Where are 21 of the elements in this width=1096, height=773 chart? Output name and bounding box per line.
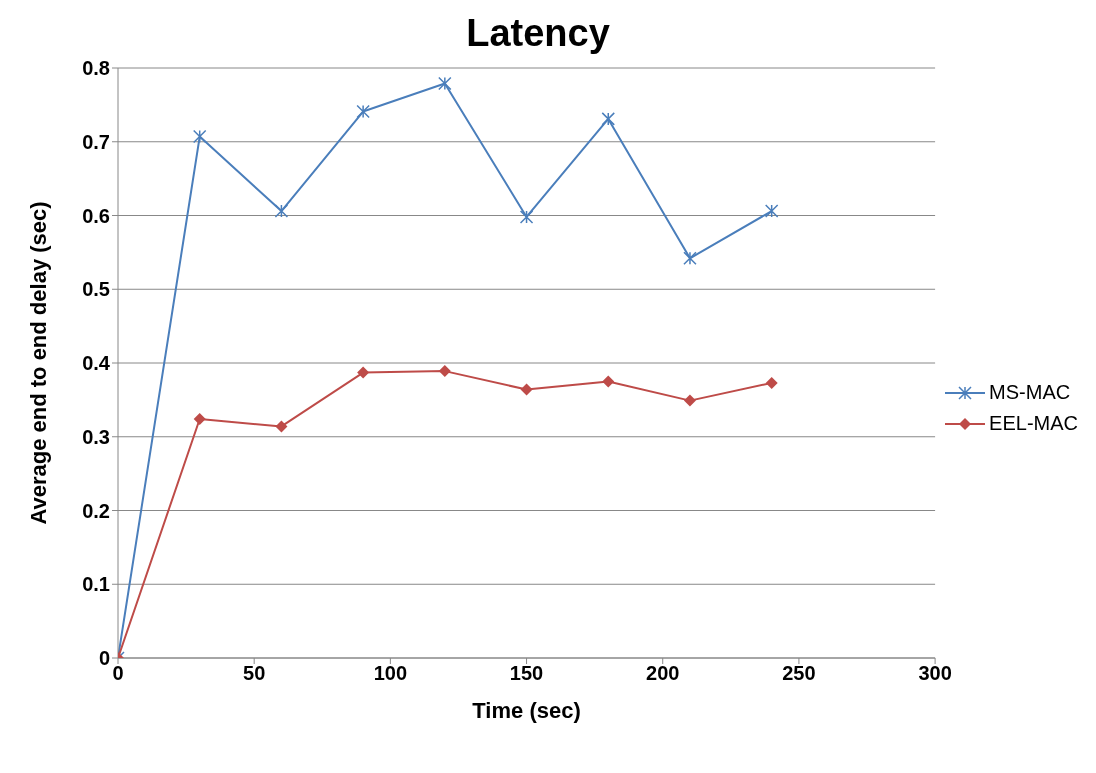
y-tick-label: 0.7 <box>82 130 110 153</box>
x-tick-label: 50 <box>243 662 266 685</box>
x-tick-label: 250 <box>782 662 816 685</box>
y-tick-label: 0.8 <box>82 57 110 80</box>
y-tick-label: 0.4 <box>82 352 111 375</box>
y-tick-label: 0.5 <box>82 278 110 301</box>
x-tick-label: 100 <box>373 662 408 685</box>
y-tick-label: 0.2 <box>82 499 110 522</box>
y-tick-label: 0.6 <box>82 204 110 227</box>
y-axis-title: Average end to end delay (sec) <box>25 201 51 525</box>
y-tick-label: 0.3 <box>82 425 110 448</box>
x-axis-title: Time (sec) <box>472 698 581 723</box>
x-tick-label: 150 <box>509 662 544 685</box>
chart-title: Latency <box>465 11 611 56</box>
x-tick-label: 0 <box>112 662 124 685</box>
x-tick-label: 200 <box>646 662 680 685</box>
legend-label: MS-MAC <box>989 381 1071 404</box>
x-tick-label: 300 <box>918 662 952 685</box>
legend-label: EEL-MAC <box>989 412 1078 435</box>
y-tick-label: 0 <box>98 647 110 670</box>
y-tick-label: 0.1 <box>82 573 110 596</box>
